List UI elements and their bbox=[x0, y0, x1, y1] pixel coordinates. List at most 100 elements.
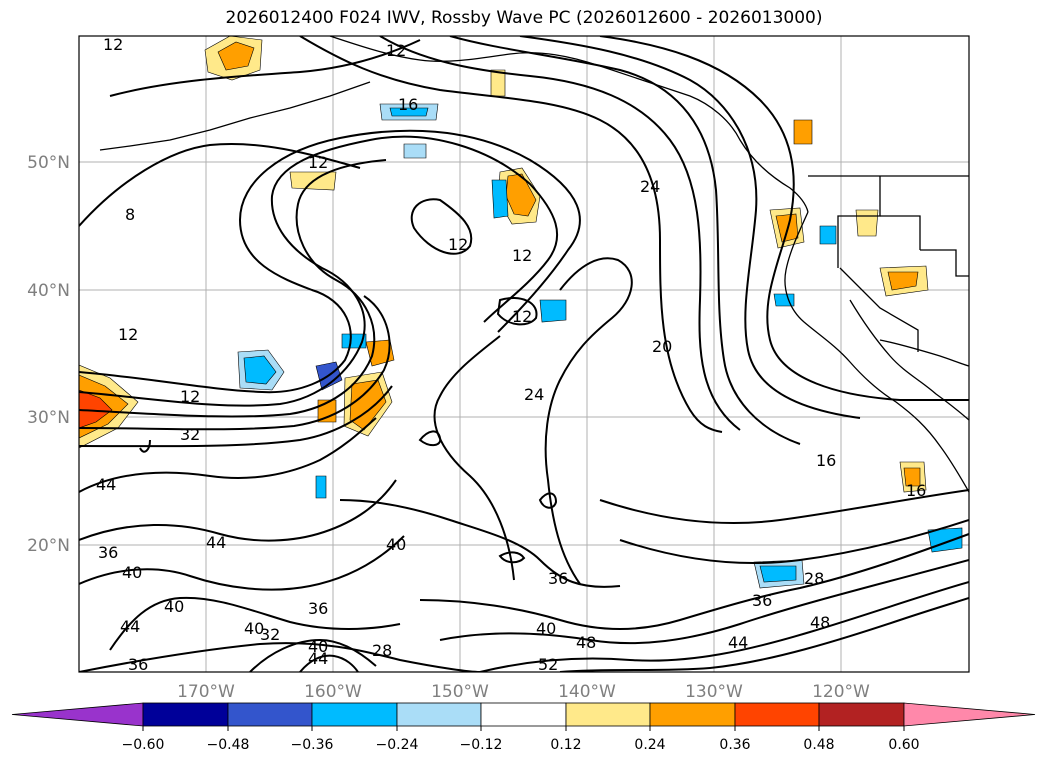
contour-line bbox=[410, 198, 473, 255]
contour-line bbox=[433, 335, 515, 581]
contour-label: 16 bbox=[906, 481, 926, 500]
contour-line bbox=[519, 36, 861, 419]
contour-line bbox=[79, 159, 387, 418]
contour-label: 40 bbox=[536, 619, 556, 638]
negative-anomaly-ne bbox=[819, 225, 837, 245]
colorbar-label: 0.48 bbox=[803, 737, 834, 753]
alaska-coast bbox=[329, 36, 809, 213]
colorbar-label: −0.36 bbox=[291, 737, 334, 753]
contour-line bbox=[599, 489, 969, 525]
contour-line bbox=[79, 129, 581, 394]
contour-label: 40 bbox=[386, 535, 406, 554]
contour-label: 32 bbox=[180, 425, 200, 444]
us-west-coast bbox=[784, 211, 969, 493]
contour-line bbox=[79, 535, 405, 591]
state-border bbox=[920, 249, 969, 277]
gulf-coast bbox=[879, 339, 969, 367]
contour-line bbox=[139, 439, 151, 453]
contour-label: 12 bbox=[118, 325, 138, 344]
colorbar-segment bbox=[142, 702, 229, 727]
contour-label: 12 bbox=[386, 41, 406, 60]
contour-label: 52 bbox=[538, 655, 558, 674]
contour-label: 16 bbox=[816, 451, 836, 470]
colorbar-segment bbox=[818, 702, 905, 727]
colorbar-label: 0.60 bbox=[888, 737, 919, 753]
map-title: 2026012400 F024 IWV, Rossby Wave PC (202… bbox=[225, 8, 823, 28]
contour-line bbox=[79, 642, 481, 672]
colorbar-ticks bbox=[142, 726, 905, 731]
contour-line bbox=[79, 135, 558, 407]
colorbar-extend-right bbox=[903, 702, 1036, 727]
contour-label: 44 bbox=[728, 633, 748, 652]
gridlines bbox=[79, 36, 969, 672]
positive-anomaly-north-core bbox=[217, 41, 255, 71]
contour-label: 28 bbox=[372, 641, 392, 660]
contour-label: 12 bbox=[512, 307, 532, 326]
positive-anomaly-west-max bbox=[79, 389, 113, 429]
state-border bbox=[880, 215, 921, 250]
contour-label: 20 bbox=[652, 337, 672, 356]
contour-label: 44 bbox=[96, 475, 116, 494]
contour-line bbox=[538, 492, 558, 509]
contour-label: 36 bbox=[752, 591, 772, 610]
colorbar bbox=[11, 702, 1036, 727]
positive-anomaly-mid-core bbox=[349, 379, 387, 431]
colorbar-label: 0.12 bbox=[550, 737, 581, 753]
contour-line bbox=[419, 533, 969, 630]
colorbar-segment bbox=[396, 702, 482, 727]
iwv-contours bbox=[79, 36, 969, 672]
contour-label: 40 bbox=[308, 637, 328, 656]
colorbar-label: −0.24 bbox=[376, 737, 419, 753]
contour-line bbox=[479, 581, 969, 672]
contour-label: 48 bbox=[576, 633, 596, 652]
contour-line bbox=[379, 36, 741, 431]
contour-label: 36 bbox=[548, 569, 568, 588]
map-content: 12 12 16 12 8 12 12 12 24 12 12 32 20 24… bbox=[79, 35, 969, 674]
lon-label: 140°W bbox=[558, 682, 616, 702]
contour-label: 36 bbox=[98, 543, 118, 562]
contour-label: 28 bbox=[804, 569, 824, 588]
colorbar-label: −0.12 bbox=[460, 737, 503, 753]
contour-label: 12 bbox=[103, 35, 123, 54]
contour-line bbox=[299, 36, 723, 433]
longitude-labels: 170°W 160°W 150°W 140°W 130°W 120°W bbox=[177, 682, 870, 702]
contour-line bbox=[79, 417, 377, 493]
contour-line bbox=[299, 654, 359, 672]
contour-line bbox=[79, 295, 391, 431]
state-border bbox=[837, 176, 881, 268]
colorbar-segment bbox=[565, 702, 651, 727]
colorbar-labels: −0.60 −0.48 −0.36 −0.24 −0.12 0.12 0.24 … bbox=[122, 737, 920, 753]
contour-label: 36 bbox=[128, 655, 148, 674]
contour-label: 12 bbox=[512, 246, 532, 265]
colorbar-segment bbox=[227, 702, 313, 727]
lat-label: 40°N bbox=[27, 281, 70, 301]
contour-label: 44 bbox=[206, 533, 226, 552]
contour-line bbox=[498, 551, 526, 564]
lon-label: 130°W bbox=[685, 682, 743, 702]
contour-label: 44 bbox=[120, 617, 140, 636]
colorbar-label: 0.36 bbox=[719, 737, 750, 753]
colorbar-segment bbox=[311, 702, 398, 727]
contour-label: 12 bbox=[180, 387, 200, 406]
contour-line bbox=[109, 39, 421, 97]
colorbar-segment bbox=[649, 702, 736, 727]
negative-anomaly-east-bottom-core bbox=[759, 565, 797, 583]
contour-label: 16 bbox=[398, 95, 418, 114]
contour-label: 40 bbox=[122, 563, 142, 582]
contour-label: 44 bbox=[308, 649, 328, 668]
contour-line bbox=[449, 36, 801, 445]
lon-label: 120°W bbox=[812, 682, 870, 702]
negative-anomaly-mid bbox=[539, 299, 567, 323]
positive-anomaly-n2 bbox=[793, 119, 813, 145]
negative-anomaly-n2 bbox=[403, 143, 427, 159]
positive-anomaly-baja-core bbox=[887, 271, 919, 291]
contour-line bbox=[339, 499, 621, 588]
positive-anomaly-se-core bbox=[903, 467, 921, 487]
colorbar-label: −0.48 bbox=[207, 737, 250, 753]
colorbar-segment bbox=[734, 702, 820, 727]
baja-california bbox=[849, 299, 969, 421]
contour-line bbox=[439, 559, 969, 645]
contour-label: 40 bbox=[164, 597, 184, 616]
contour-line bbox=[496, 297, 538, 326]
